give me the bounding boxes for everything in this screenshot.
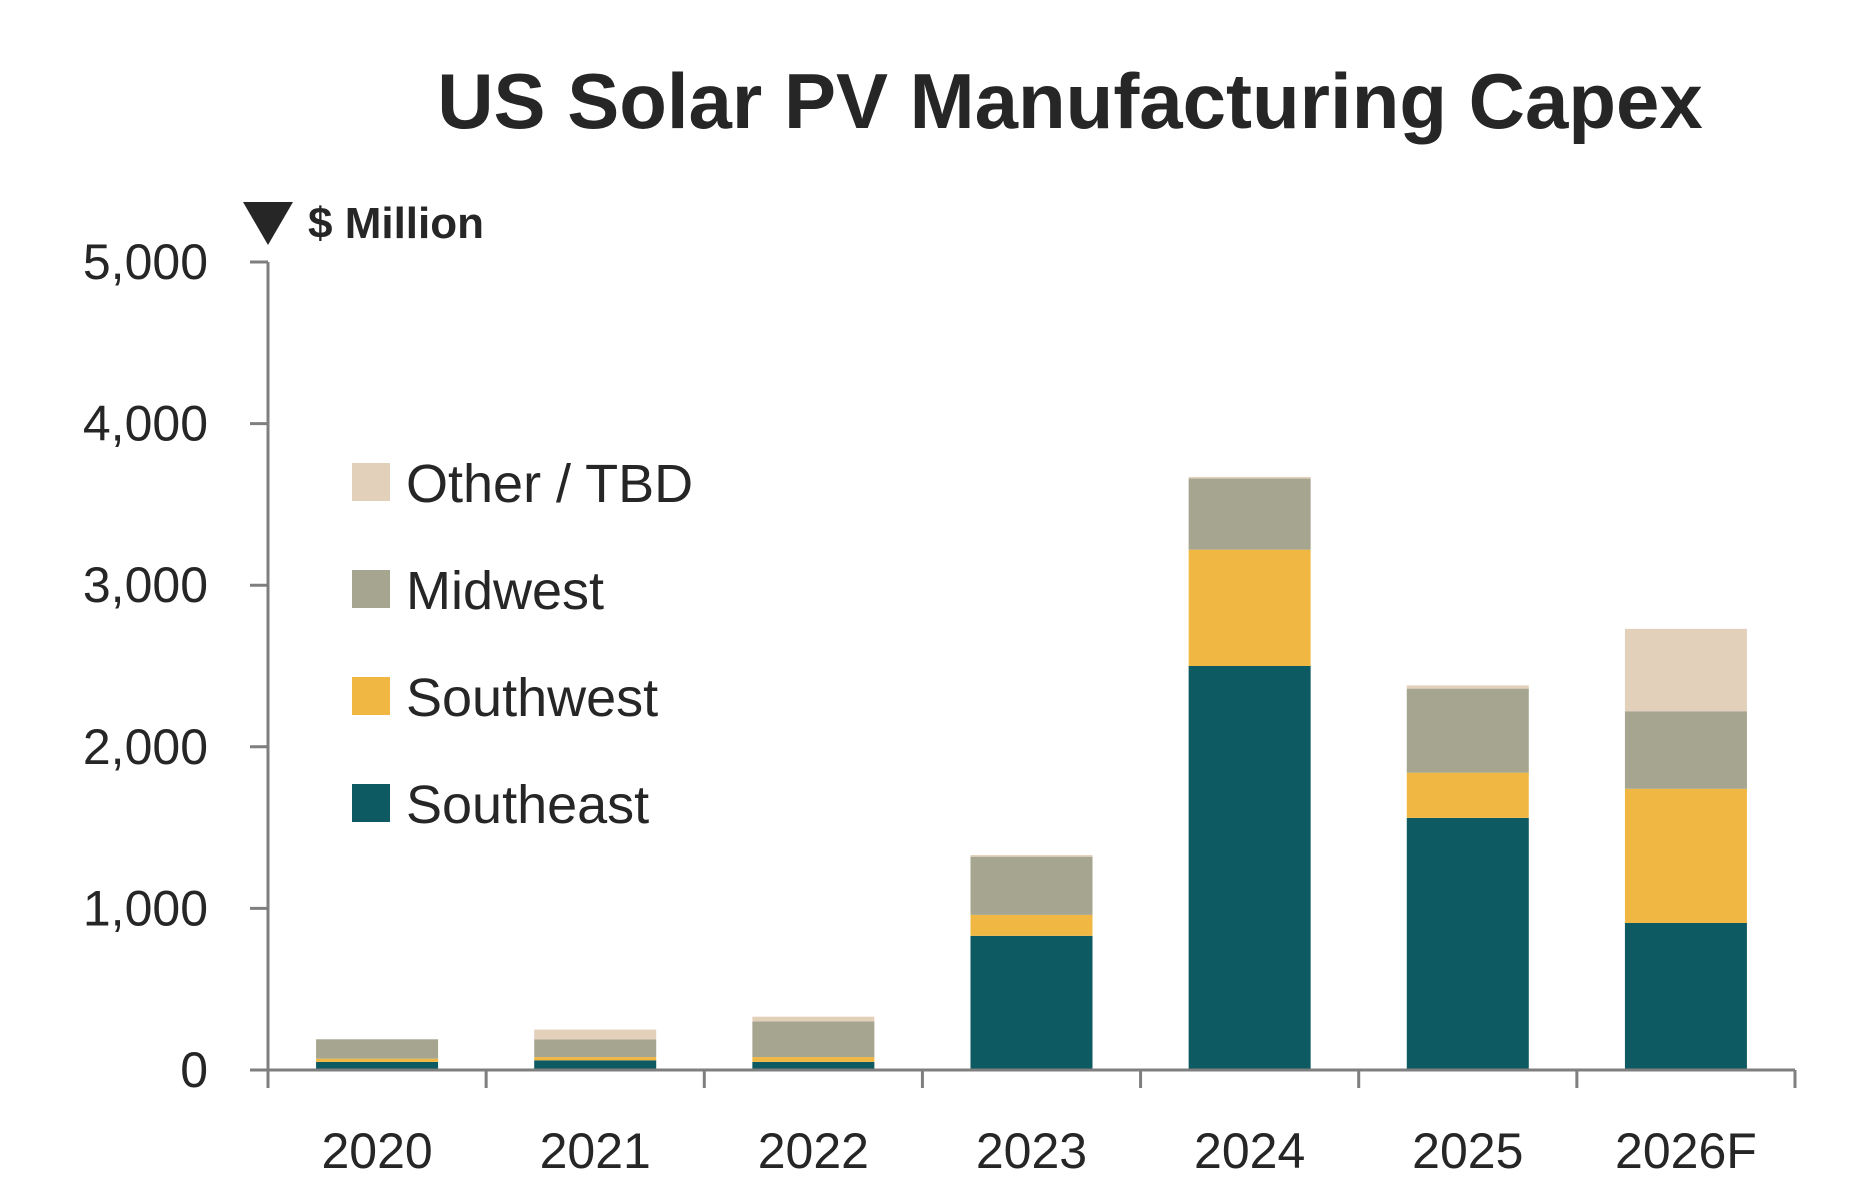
bar-segment	[316, 1039, 439, 1059]
y-tick-label: 3,000	[83, 557, 208, 613]
x-tick-label: 2026F	[1615, 1123, 1757, 1179]
bar-segment	[316, 1061, 439, 1070]
x-tick-label: 2022	[758, 1123, 869, 1179]
bar-segment	[1624, 788, 1747, 923]
legend-swatch	[352, 677, 390, 715]
y-axis-unit-label: $ Million	[308, 199, 484, 248]
bar-segment	[1406, 685, 1529, 689]
bar-segment	[1406, 772, 1529, 818]
bars-group	[316, 476, 1747, 1070]
y-ticks-group: 0 1,000 2,000 3,000 4,000 5,000	[83, 234, 268, 1098]
y-tick-label: 4,000	[83, 396, 208, 452]
bar-segment	[1188, 478, 1311, 550]
bar-segment	[970, 855, 1093, 857]
legend-label: Southeast	[406, 775, 649, 835]
x-tick-label: 2024	[1194, 1123, 1305, 1179]
bar-segment	[752, 1057, 875, 1062]
y-tick-label: 5,000	[83, 234, 208, 290]
bar-segment	[752, 1061, 875, 1070]
bar-segment	[534, 1060, 657, 1070]
bar-segment	[752, 1021, 875, 1058]
bar-segment	[1188, 476, 1311, 479]
bar-segment	[534, 1029, 657, 1040]
bar-segment	[970, 914, 1093, 936]
bar-segment	[752, 1016, 875, 1022]
bar-segment	[1188, 666, 1311, 1070]
legend-swatch	[352, 463, 390, 501]
legend-label: Midwest	[406, 561, 604, 621]
legend: Other / TBD Midwest Southwest Southeast	[352, 454, 693, 835]
bar-segment	[970, 856, 1093, 915]
bar-segment	[316, 1058, 439, 1062]
x-tick-label: 2023	[976, 1123, 1087, 1179]
axes-group	[266, 262, 1795, 1072]
bar-segment	[1188, 549, 1311, 666]
x-tick-label: 2021	[540, 1123, 651, 1179]
bar-segment	[1406, 688, 1529, 773]
bar-segment	[1406, 817, 1529, 1070]
y-tick-label: 2,000	[83, 719, 208, 775]
x-ticks-group: 2020 2021 2022 2023 2024 2025 2026F	[266, 1070, 1797, 1179]
legend-label: Southwest	[406, 668, 658, 728]
y-tick-label: 1,000	[83, 880, 208, 936]
bar-segment	[534, 1039, 657, 1058]
legend-label: Other / TBD	[406, 454, 693, 514]
bar-segment	[1624, 711, 1747, 789]
legend-swatch	[352, 784, 390, 822]
bar-segment	[1624, 628, 1747, 712]
y-unit-label-group: $ Million	[243, 199, 484, 248]
bar-segment	[970, 935, 1093, 1070]
down-triangle-icon	[243, 202, 293, 245]
legend-swatch	[352, 570, 390, 608]
x-tick-label: 2025	[1412, 1123, 1523, 1179]
chart-title: US Solar PV Manufacturing Capex	[437, 57, 1703, 145]
bar-segment	[1624, 922, 1747, 1070]
y-tick-label: 0	[180, 1042, 208, 1098]
bar-segment	[534, 1057, 657, 1061]
x-tick-label: 2020	[321, 1123, 432, 1179]
